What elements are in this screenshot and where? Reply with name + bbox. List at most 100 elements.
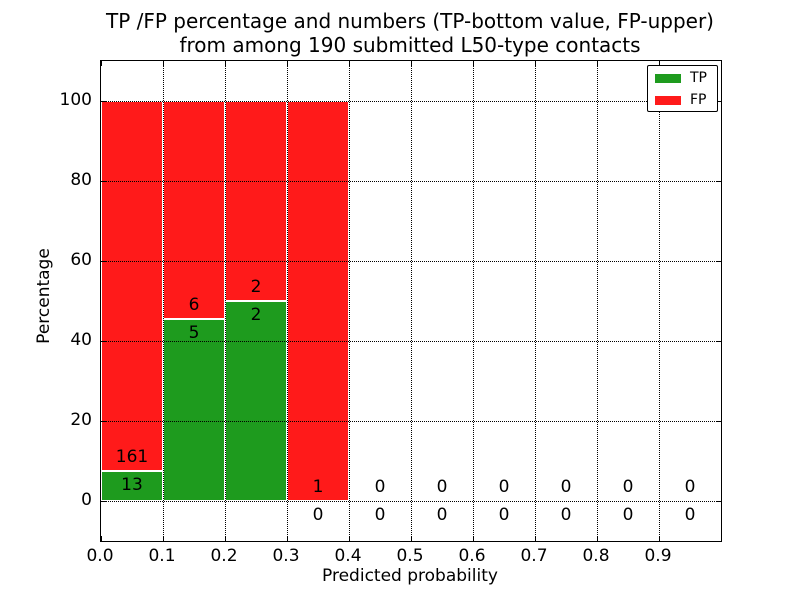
tp-count-label: 0 xyxy=(622,505,634,525)
tp-count-label: 5 xyxy=(188,323,200,344)
x-axis-tick xyxy=(410,536,412,541)
x-axis-tick-top xyxy=(658,61,660,66)
x-tick-label: 0.4 xyxy=(334,546,362,566)
x-axis-tick xyxy=(286,536,288,541)
y-axis-tick xyxy=(101,340,106,342)
fp-count-label: 1 xyxy=(312,477,324,497)
x-tick-label: 0.5 xyxy=(396,546,424,566)
vertical-gridline xyxy=(472,61,474,541)
x-axis-tick-top xyxy=(286,61,288,66)
tp-count-label: 0 xyxy=(560,505,572,525)
fp-bar-segment xyxy=(163,101,225,320)
tp-count-label: 0 xyxy=(374,505,386,525)
y-axis-tick-right xyxy=(716,100,721,102)
tp-legend-label: TP xyxy=(690,70,707,86)
y-axis-tick xyxy=(101,180,106,182)
x-axis-tick-top xyxy=(162,61,164,66)
y-tick-label: 40 xyxy=(70,330,92,350)
x-axis-tick xyxy=(100,536,102,541)
x-tick-label: 0.2 xyxy=(210,546,238,566)
x-axis-tick xyxy=(534,536,536,541)
y-tick-label: 0 xyxy=(81,490,92,510)
x-axis-tick-top xyxy=(100,61,102,66)
plot-area: TP FP 161 13 6 5 2 2 1 0 0 0 0 0 0 0 0 0 0 0 0 0 xyxy=(100,60,722,542)
vertical-gridline xyxy=(348,61,350,541)
fp-count-label: 6 xyxy=(188,295,200,316)
horizontal-gridline xyxy=(101,340,721,342)
legend-entry-fp: FP xyxy=(655,90,717,110)
x-axis-tick xyxy=(596,536,598,541)
x-axis-tick xyxy=(162,536,164,541)
vertical-gridline xyxy=(658,61,660,541)
fp-count-label: 0 xyxy=(436,477,448,497)
y-axis-tick xyxy=(101,500,106,502)
y-tick-label: 60 xyxy=(70,250,92,270)
x-axis-tick xyxy=(348,536,350,541)
x-tick-label: 0.3 xyxy=(272,546,300,566)
y-axis-tick-right xyxy=(716,420,721,422)
x-tick-label: 0.0 xyxy=(86,546,114,566)
fp-count-label: 0 xyxy=(498,477,510,497)
x-axis-tick-top xyxy=(534,61,536,66)
y-axis-tick-right xyxy=(716,260,721,262)
x-tick-label: 0.1 xyxy=(148,546,176,566)
y-axis-tick-right xyxy=(716,340,721,342)
tp-legend-swatch xyxy=(655,73,681,83)
vertical-gridline xyxy=(534,61,536,541)
fp-legend-swatch xyxy=(655,95,681,105)
x-axis-tick-top xyxy=(410,61,412,66)
vertical-gridline xyxy=(286,61,288,541)
vertical-gridline xyxy=(162,61,164,541)
fp-count-label: 0 xyxy=(684,477,696,497)
chart-title: TP /FP percentage and numbers (TP-bottom… xyxy=(100,9,720,57)
tp-count-label: 2 xyxy=(250,305,262,325)
x-axis-tick xyxy=(224,536,226,541)
y-axis-tick-right xyxy=(716,180,721,182)
tp-count-label: 0 xyxy=(312,505,324,525)
fp-count-label: 161 xyxy=(115,447,149,468)
y-axis-tick xyxy=(101,100,106,102)
tp-bar-segment xyxy=(163,319,225,501)
tp-count-label: 0 xyxy=(436,505,448,525)
y-tick-label: 100 xyxy=(59,90,92,110)
chart-title-line1: TP /FP percentage and numbers (TP-bottom… xyxy=(106,9,714,33)
legend-entry-tp: TP xyxy=(655,68,717,88)
x-axis-tick-top xyxy=(348,61,350,66)
tp-count-label: 13 xyxy=(121,475,143,496)
x-tick-label: 0.8 xyxy=(582,546,610,566)
x-axis-tick-top xyxy=(472,61,474,66)
horizontal-gridline xyxy=(101,100,721,102)
y-axis-tick-right xyxy=(716,500,721,502)
horizontal-gridline xyxy=(101,260,721,262)
horizontal-gridline xyxy=(101,420,721,422)
y-tick-label: 20 xyxy=(70,410,92,430)
fp-count-label: 2 xyxy=(250,277,262,297)
legend: TP FP xyxy=(647,65,718,112)
x-axis-tick-top xyxy=(224,61,226,66)
x-axis-tick-top xyxy=(596,61,598,66)
chart-title-line2: from among 190 submitted L50-type contac… xyxy=(179,33,641,57)
fp-count-label: 0 xyxy=(560,477,572,497)
tp-bar-segment xyxy=(101,471,163,501)
vertical-gridline xyxy=(224,61,226,541)
y-tick-label: 80 xyxy=(70,170,92,190)
fp-legend-label: FP xyxy=(690,92,707,108)
y-axis-tick xyxy=(101,420,106,422)
horizontal-gridline xyxy=(101,180,721,182)
fp-count-label: 0 xyxy=(622,477,634,497)
x-axis-tick xyxy=(472,536,474,541)
y-axis-tick xyxy=(101,260,106,262)
fp-bar-segment xyxy=(101,101,163,472)
x-tick-label: 0.6 xyxy=(458,546,486,566)
fp-count-label: 0 xyxy=(374,477,386,497)
x-axis-label: Predicted probability xyxy=(322,566,498,586)
x-tick-label: 0.7 xyxy=(520,546,548,566)
tp-count-label: 0 xyxy=(498,505,510,525)
fp-bar-segment xyxy=(287,101,349,501)
vertical-gridline xyxy=(596,61,598,541)
horizontal-gridline xyxy=(101,500,721,502)
x-axis-tick xyxy=(658,536,660,541)
tp-bar-segment xyxy=(225,301,287,501)
y-axis-label: Percentage xyxy=(34,248,54,344)
